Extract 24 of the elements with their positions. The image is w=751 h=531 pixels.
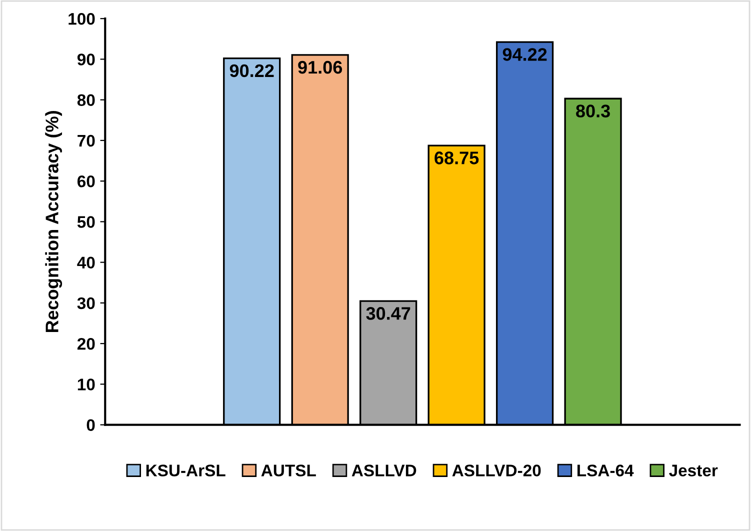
y-tick-label: 60: [77, 175, 95, 188]
y-tick-label: 100: [68, 12, 95, 25]
data-label: 90.22: [230, 64, 274, 78]
y-tick-label: 80: [77, 94, 95, 106]
y-tick-label: 70: [78, 134, 95, 147]
data-label: 30.47: [366, 307, 410, 320]
y-tick-label: 30: [77, 297, 95, 310]
data-label: 68.75: [434, 152, 479, 164]
y-tick-label: 40: [77, 256, 95, 269]
legend-label: ASLLVD: [352, 464, 416, 476]
legend-label: AUTSL: [261, 464, 316, 476]
legend-label: LSA-64: [577, 464, 634, 476]
y-tick-label: 10: [78, 378, 95, 390]
data-label: 80.3: [576, 104, 610, 118]
data-label: 94.22: [502, 48, 547, 61]
y-tick-label: 50: [77, 216, 95, 228]
data-label: 91.06: [298, 60, 342, 74]
y-tick-label: 90: [77, 54, 95, 66]
y-tick-label: 20: [77, 338, 95, 350]
legend-label: ASLLVD-20: [452, 464, 541, 476]
y-tick-label: 0: [86, 419, 95, 432]
legend-label: Jester: [669, 464, 718, 476]
y-axis-title: Recognition Accuracy (%): [45, 111, 62, 332]
legend-label: KSU-ArSL: [146, 464, 226, 476]
